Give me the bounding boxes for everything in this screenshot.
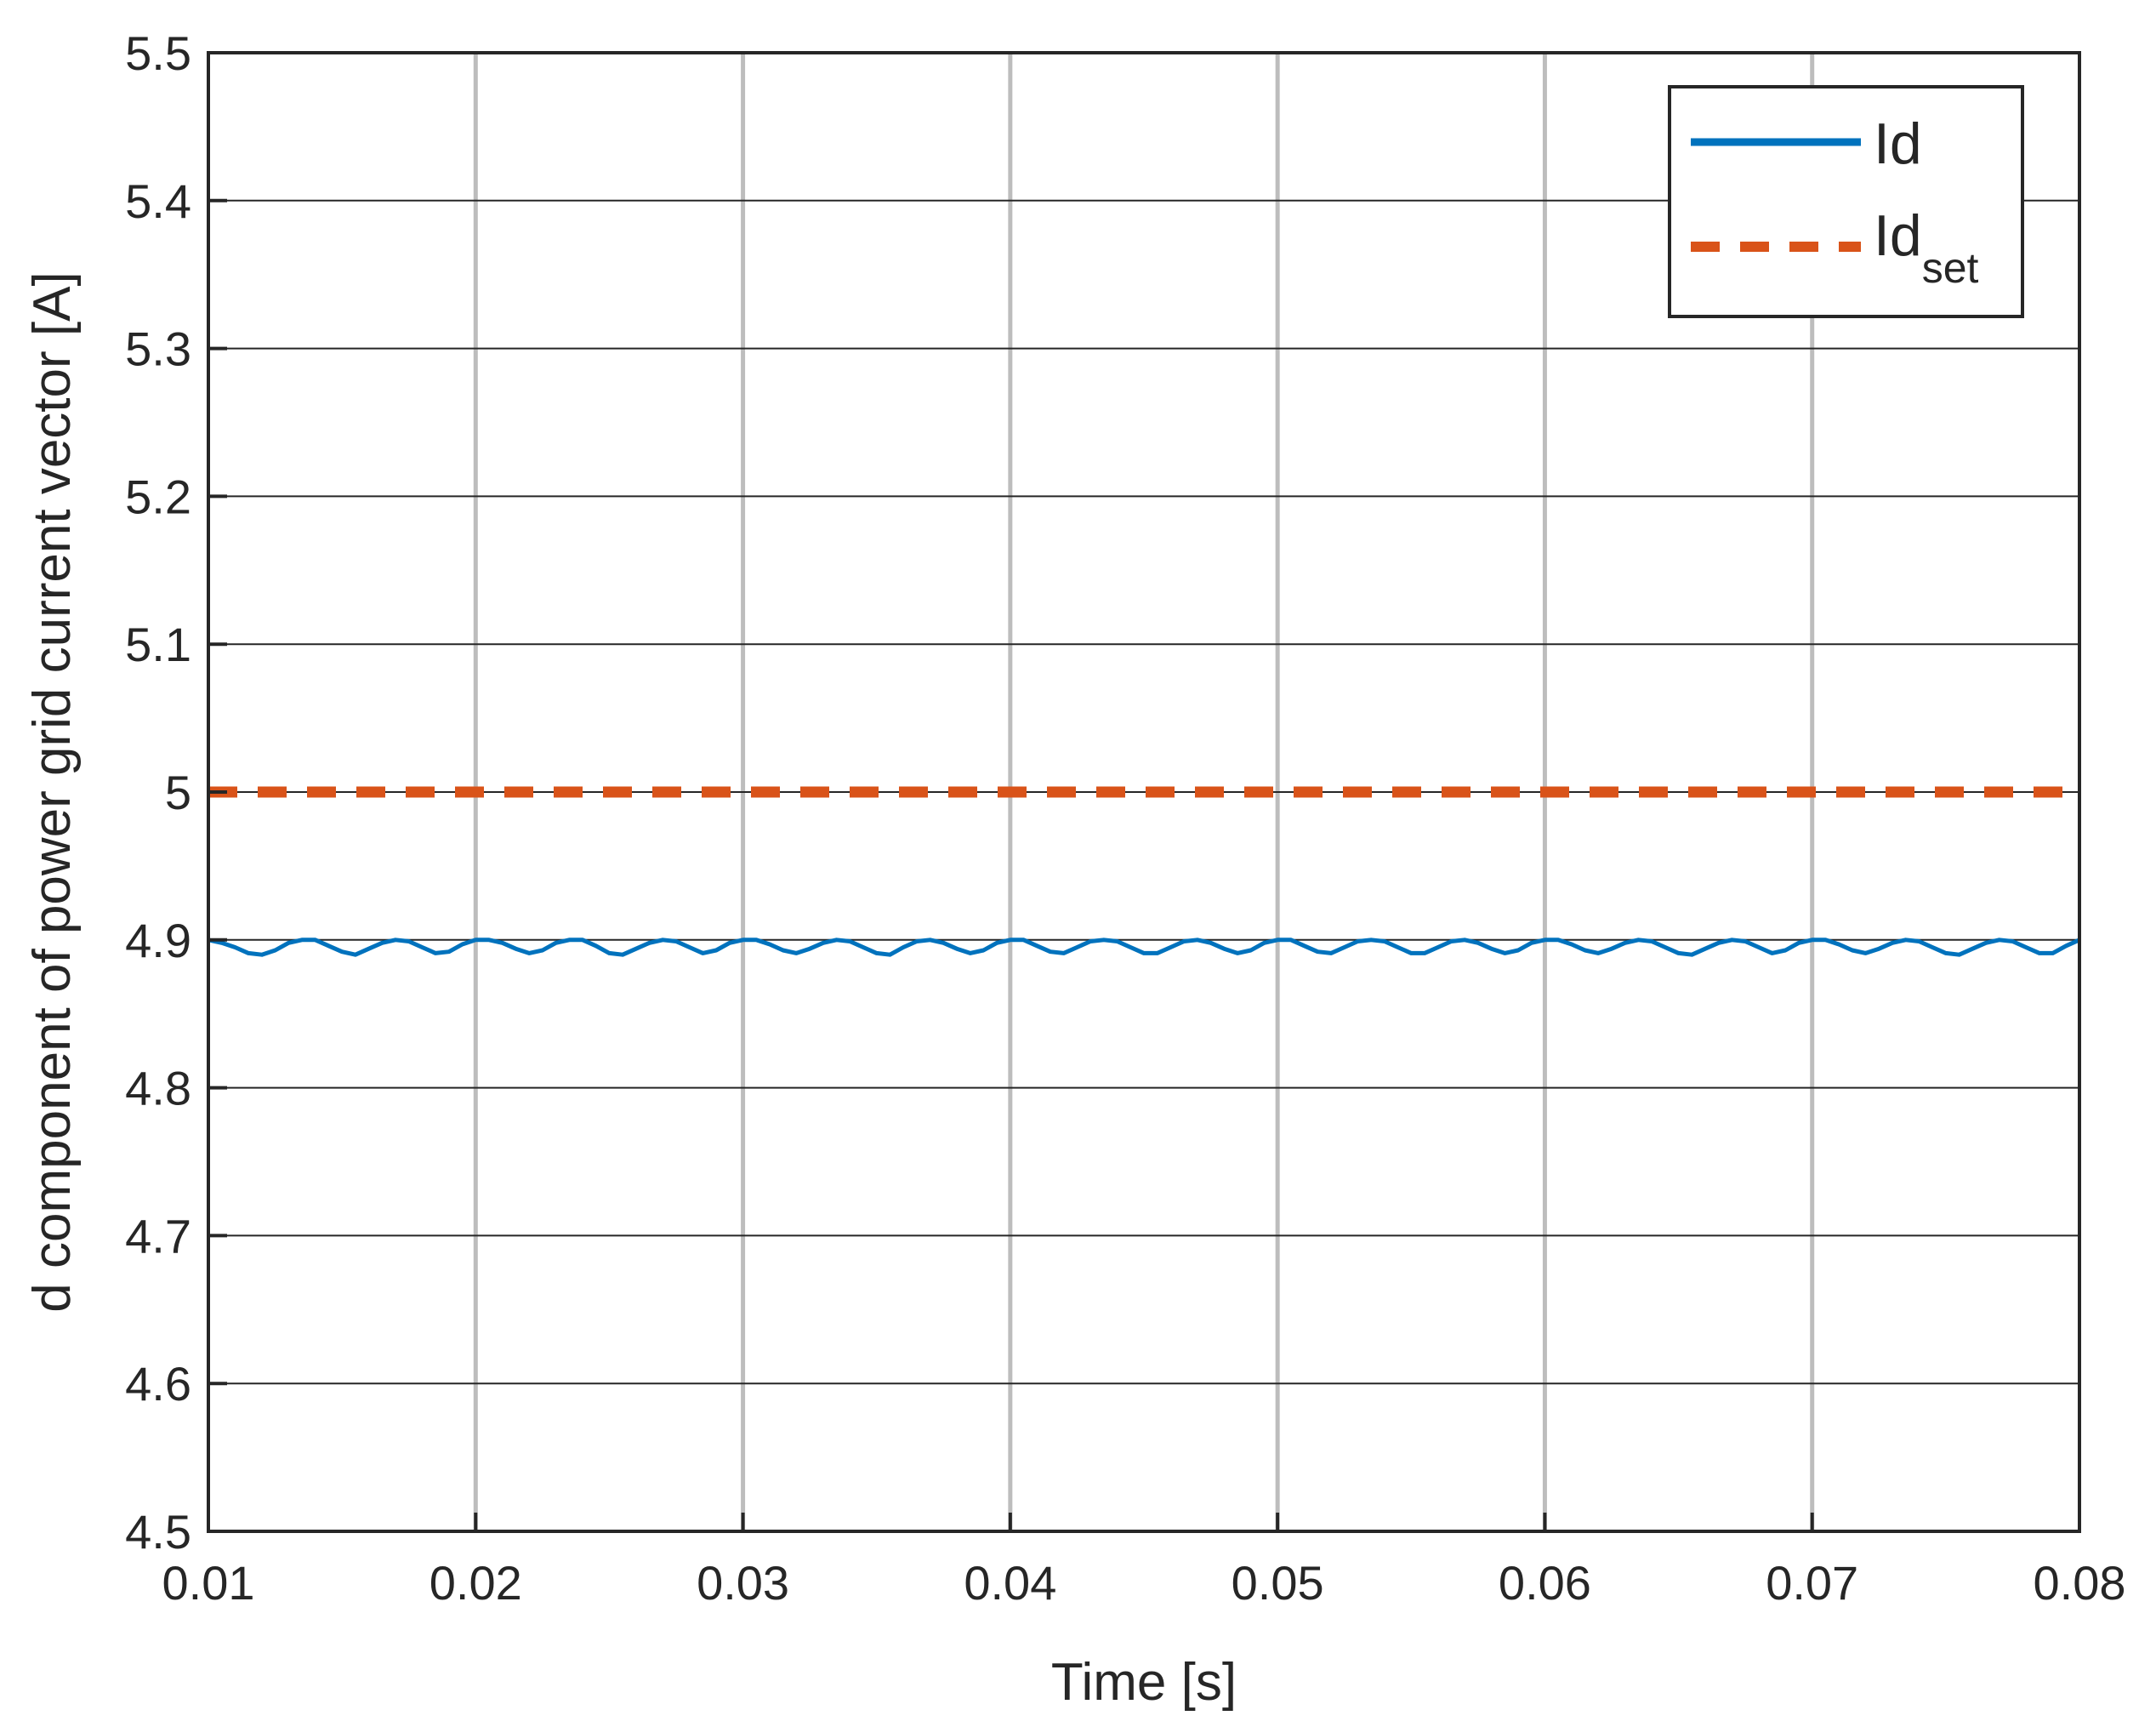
x-axis-label: Time [s] [1051, 1653, 1237, 1712]
x-tick-label: 0.08 [2034, 1556, 2126, 1610]
x-tick-label: 0.02 [429, 1556, 522, 1610]
x-tick-label: 0.03 [697, 1556, 789, 1610]
y-tick-label: 5 [165, 766, 191, 819]
legend-label-id-set: Idset [1874, 203, 1979, 292]
y-tick-label: 5.3 [125, 322, 191, 376]
legend[interactable]: Id Idset [1668, 85, 2024, 318]
y-tick-label: 4.7 [125, 1209, 191, 1262]
y-tick-label: 5.1 [125, 618, 191, 671]
series-layer [208, 786, 2081, 957]
x-tick-label: 0.01 [162, 1556, 255, 1610]
y-tick-label: 5.5 [125, 26, 191, 80]
y-tick-label: 5.2 [125, 470, 191, 523]
legend-label-id-set-main: Id [1874, 203, 1922, 268]
y-tick-label: 4.6 [125, 1357, 191, 1411]
ticks [207, 51, 2081, 1533]
y-axis-label: d component of power grid current vector… [23, 271, 82, 1312]
legend-label-id: Id [1874, 111, 1922, 176]
y-tick-label: 4.5 [125, 1505, 191, 1559]
y-tick-labels: 4.5 4.6 4.7 4.8 4.9 5 5.1 5.2 5.3 5.4 5.5 [125, 26, 191, 1559]
y-tick-label: 4.8 [125, 1062, 191, 1115]
legend-label-id-set-subscript: set [1922, 244, 1979, 292]
x-tick-label: 0.06 [1499, 1556, 1591, 1610]
y-tick-label: 5.4 [125, 174, 191, 228]
series-line-id [208, 938, 2081, 957]
x-tick-label: 0.07 [1766, 1556, 1858, 1610]
y-tick-label: 4.9 [125, 914, 191, 967]
x-tick-label: 0.05 [1232, 1556, 1324, 1610]
legend-box [1668, 85, 2024, 318]
x-tick-labels: 0.01 0.02 0.03 0.04 0.05 0.06 0.07 0.08 [162, 1556, 2126, 1610]
x-tick-label: 0.04 [964, 1556, 1056, 1610]
